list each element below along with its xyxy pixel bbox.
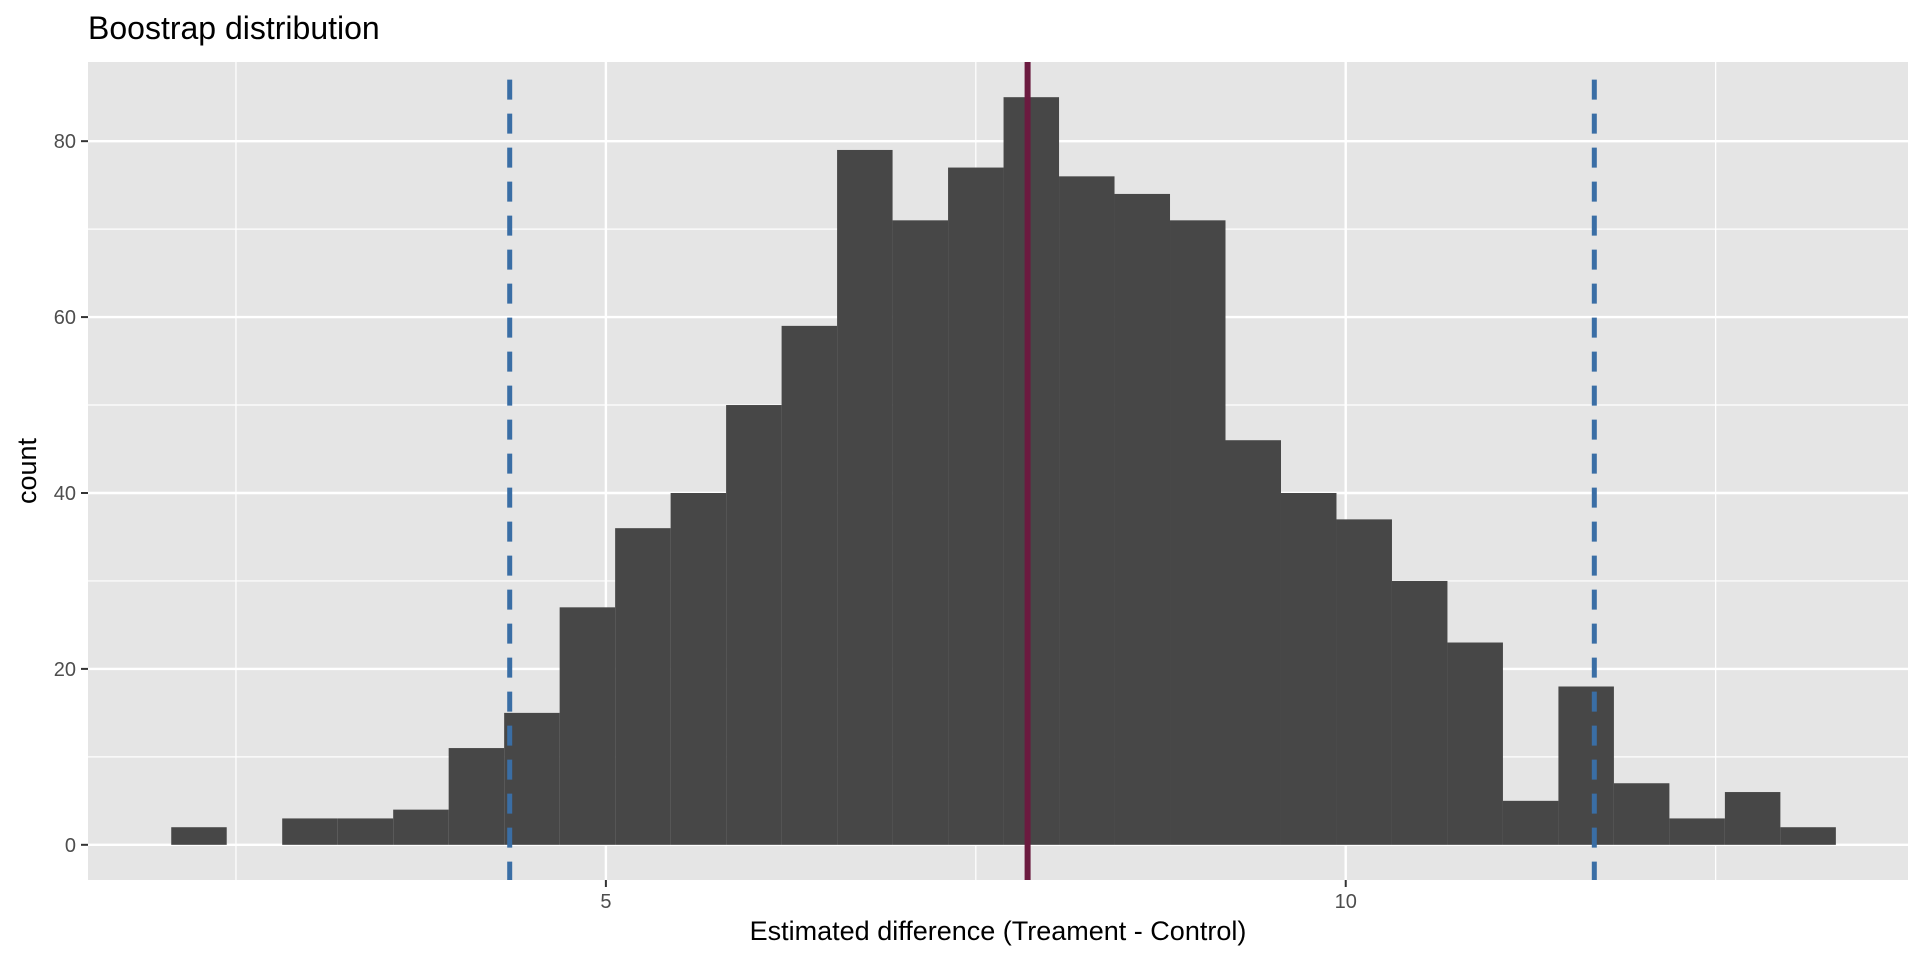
histogram-bar <box>1724 792 1781 845</box>
y-tick-label: 60 <box>54 307 76 329</box>
histogram-bar <box>1336 519 1392 845</box>
histogram-bar <box>337 818 394 845</box>
histogram-bar <box>1447 642 1503 845</box>
histogram-bar <box>393 809 449 845</box>
y-tick-label: 0 <box>65 835 76 857</box>
histogram-bar <box>1502 800 1559 845</box>
x-axis: 5 10 <box>600 880 1357 913</box>
x-tick-label: 10 <box>1335 891 1357 913</box>
x-axis-title: Estimated difference (Treament - Control… <box>750 916 1247 946</box>
histogram-bar <box>1280 492 1337 845</box>
histogram-bar <box>1170 220 1226 845</box>
histogram-bar <box>781 325 838 845</box>
y-tick-label: 80 <box>54 131 76 153</box>
histogram-bar <box>171 827 227 845</box>
histogram-bar <box>948 167 1004 845</box>
histogram-bars <box>171 97 1836 845</box>
histogram-bar <box>448 748 505 845</box>
histogram-bar <box>837 149 893 845</box>
histogram-bar <box>726 405 782 845</box>
reference-lines <box>507 62 1597 880</box>
histogram-bar <box>1225 440 1281 845</box>
histogram-bar <box>1003 97 1060 845</box>
histogram-bar <box>1391 580 1448 845</box>
histogram-bar <box>1558 686 1614 845</box>
y-axis-title: count <box>12 437 42 504</box>
histogram-bar <box>670 492 727 845</box>
histogram-bar <box>559 607 616 845</box>
chart-title: Boostrap distribution <box>88 10 380 46</box>
histogram-bar <box>1669 818 1725 845</box>
histogram-bar <box>1613 783 1670 845</box>
histogram-bar <box>1780 827 1836 845</box>
histogram-bar <box>892 220 949 845</box>
histogram-bar <box>1114 193 1171 845</box>
histogram-bar <box>1059 176 1115 845</box>
y-tick-label: 20 <box>54 659 76 681</box>
y-axis: 0 20 40 60 80 <box>54 131 88 857</box>
histogram-bar <box>615 528 671 845</box>
histogram-bar <box>504 712 560 845</box>
y-tick-label: 40 <box>54 483 76 505</box>
x-tick-label: 5 <box>600 891 611 913</box>
histogram-bar <box>282 818 338 845</box>
